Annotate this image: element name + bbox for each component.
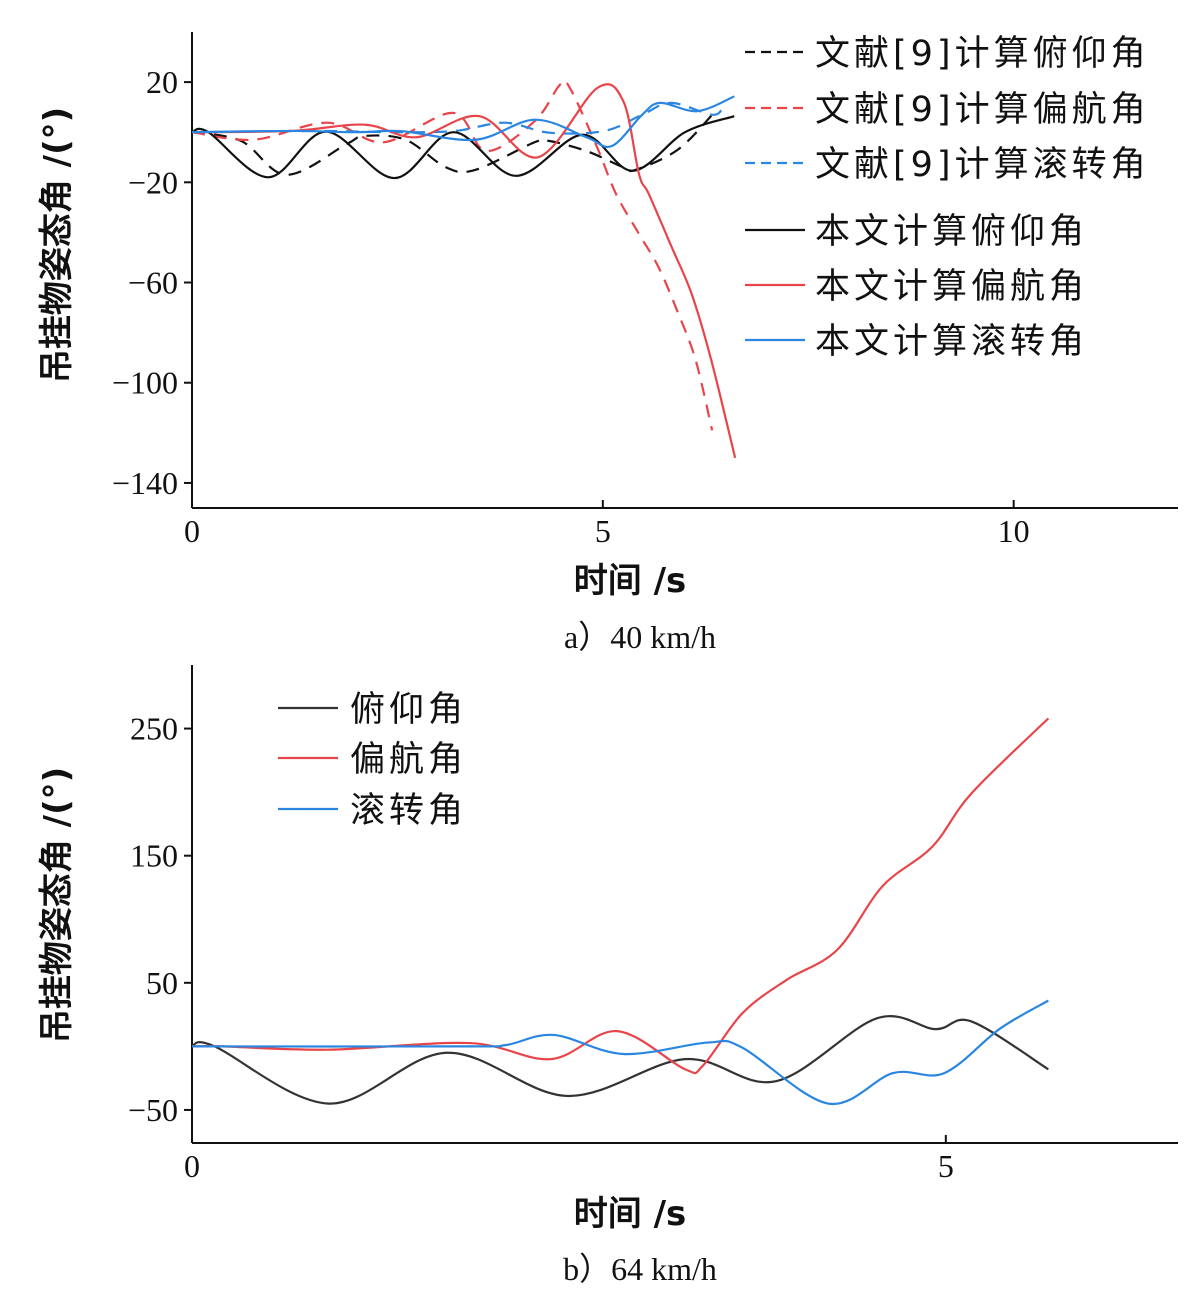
legend-label-2: 滚转角 [350,791,467,831]
legend-label-5: 本文计算滚转角 [815,322,1088,362]
series-line-0 [191,1015,1049,1105]
series-line-1 [191,717,1050,1075]
y-axis-label: 吊挂物姿态角 /(°) [37,107,77,383]
y-tick-label: −50 [128,1092,178,1128]
y-axis-label: 吊挂物姿态角 /(°) [37,767,77,1043]
y-tick-label: −140 [112,465,178,501]
legend-label-2: 文献[9]计算滚转角 [815,145,1150,185]
y-tick-label: −100 [112,365,178,401]
x-axis-label: 时间 /s [574,561,687,601]
chart-caption: b）64 km/h [563,1251,717,1287]
x-tick-label: 5 [595,513,611,549]
chart-b: 250 150 50 −500 5 吊挂物姿态角 /(°) 时间 /s b）64 km/h 俯仰… [37,665,1178,1287]
chart-caption: a）40 km/h [564,619,716,655]
series-line-5 [191,95,735,148]
legend-label-1: 偏航角 [350,740,467,780]
y-tick-label: −20 [128,164,178,200]
legend-label-0: 文献[9]计算俯仰角 [815,34,1150,74]
x-axis-label: 时间 /s [574,1194,687,1234]
x-tick-label: 5 [938,1148,954,1184]
x-tick-label: 0 [184,1148,200,1184]
legend-label-3: 本文计算俯仰角 [815,212,1088,252]
x-tick-label: 10 [998,513,1030,549]
y-tick-label: −60 [128,265,178,301]
legend-label-4: 本文计算偏航角 [815,267,1088,307]
legend-label-1: 文献[9]计算偏航角 [815,90,1150,130]
y-tick-label: 150 [130,838,178,874]
y-tick-label: 250 [130,711,178,747]
legend-label-0: 俯仰角 [350,690,467,730]
y-tick-label: 50 [146,965,178,1001]
y-tick-label: 20 [146,64,178,100]
series-line-4 [191,83,737,459]
series-line-2 [191,999,1049,1106]
x-tick-label: 0 [184,513,200,549]
series-line-2 [191,101,723,135]
